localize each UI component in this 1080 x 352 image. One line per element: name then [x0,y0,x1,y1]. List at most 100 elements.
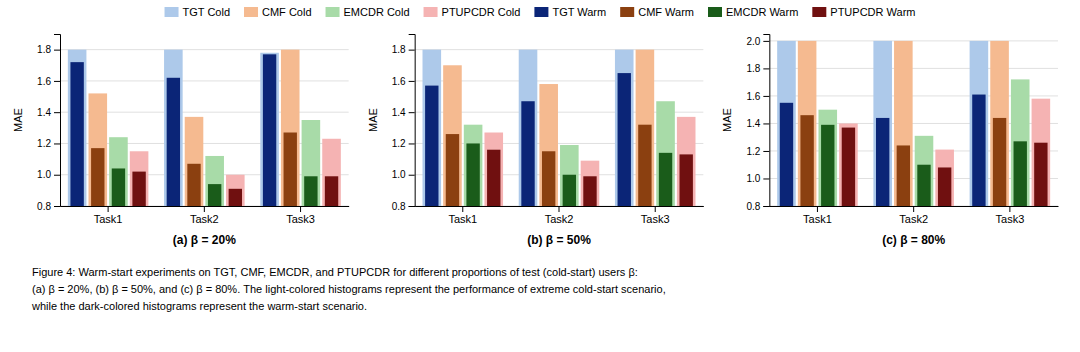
tick-mark [913,206,914,212]
bar: CMF Cold, Task2 [894,41,913,206]
bar: TGT Warm, Task3 [618,73,631,206]
y-axis: 0.81.01.21.41.61.82.0 [746,35,769,212]
bar: PTUPCDR Cold, Task3 [677,117,696,206]
y-tick: 0.8 [37,201,60,212]
y-tick: 1.2 [746,146,769,157]
bar: EMCDR Cold, Task2 [205,156,224,206]
grid-line [415,49,704,50]
tick-mark [409,206,415,207]
bar: EMCDR Cold, Task3 [1011,79,1030,206]
bar: PTUPCDR Cold, Task2 [226,175,245,206]
bar: TGT Warm, Task2 [521,101,534,206]
bar: TGT Warm, Task1 [425,86,438,206]
bar: TGT Warm, Task3 [263,54,276,206]
axis-line [54,35,61,207]
panel-title: (a) β = 20% [173,233,236,247]
tick-label: 1.2 [37,138,51,149]
bar: CMF Warm, Task3 [993,118,1006,206]
bar: PTUPCDR Cold, Task2 [935,150,954,206]
bar: TGT Cold, Task2 [164,50,183,206]
bar: TGT Cold, Task3 [260,53,279,206]
bar: PTUPCDR Cold, Task3 [322,139,341,206]
tick-mark [54,175,60,176]
bar: CMF Cold, Task1 [443,65,462,206]
panel: TGT Cold, Task1TGT Cold, Task2TGT Cold, … [12,35,349,248]
tick-mark [54,206,60,207]
grid [60,50,349,206]
caption: (a) β = 20%, (b) β = 50%, and (c) β = 80… [32,283,666,295]
bar: TGT Cold, Task2 [519,50,538,206]
bar: CMF Warm, Task2 [542,151,555,206]
tick-label: Task1 [448,213,477,225]
bar: EMCDR Warm, Task2 [208,184,221,206]
bar: TGT Cold, Task3 [970,41,989,206]
bar: CMF Cold, Task2 [185,117,204,206]
panel: TGT Cold, Task1TGT Cold, Task2TGT Cold, … [367,35,704,248]
tick-label: 1.0 [37,169,51,180]
tick-mark [204,206,205,212]
tick-mark [763,96,769,97]
y-tick: 1.2 [392,138,415,149]
grid [769,41,1058,206]
bar: EMCDR Cold, Task3 [656,101,675,206]
legend-swatch [165,7,179,17]
bar: EMCDR Warm, Task3 [304,176,317,206]
tick-label: 1.6 [392,76,406,87]
y-tick: 1.6 [746,91,769,102]
x-tick: Task1 [803,206,832,225]
bar: PTUPCDR Cold, Task3 [1032,99,1051,206]
y-tick: 1.0 [37,169,60,180]
bar: CMF Cold, Task3 [281,50,300,206]
tick-mark [54,143,60,144]
tick-label: 1.4 [392,107,406,118]
bar: TGT Cold, Task1 [423,50,442,206]
bars: TGT Cold, Task1TGT Cold, Task2TGT Cold, … [777,41,1050,206]
bar: EMCDR Cold, Task1 [818,110,837,206]
bar: CMF Warm, Task2 [187,164,200,206]
bar: EMCDR Cold, Task3 [302,120,321,206]
y-tick: 2.0 [746,36,769,47]
grid [415,50,704,206]
legend-item: PTUPCDR Warm [812,6,915,18]
tick-mark [54,50,60,51]
y-axis: 0.81.01.21.41.61.8 [392,35,415,212]
legend-item: PTUPCDR Cold [424,6,521,18]
bar: EMCDR Warm, Task2 [917,165,930,206]
legend: TGT Cold CMF Cold EMCDR Cold PTUPCDR Cold TG… [165,6,916,18]
tick-mark [763,178,769,179]
legend-label: TGT Warm [552,6,606,18]
tick-mark [54,81,60,82]
legend-swatch [534,7,548,17]
legend-item: EMCDR Warm [708,6,798,18]
bar: TGT Warm, Task1 [70,62,83,206]
panel-title: (c) β = 80% [882,233,945,247]
legend-item: CMF Warm [620,6,694,18]
x-tick: Task1 [94,206,123,225]
tick-label: Task3 [641,213,670,225]
y-tick: 1.4 [392,107,415,118]
bar: EMCDR Warm, Task3 [1014,141,1027,206]
tick-mark [409,81,415,82]
legend-label: EMCDR Warm [726,6,798,18]
bar: CMF Cold, Task3 [990,41,1009,206]
legend-label: TGT Cold [183,6,230,18]
caption: Figure 4: Warm-start experiments on TGT,… [32,266,638,278]
legend-swatch [244,7,258,17]
legend-item: CMF Cold [244,6,312,18]
y-tick: 1.0 [746,173,769,184]
bar: CMF Cold, Task2 [539,84,558,206]
bar: EMCDR Warm, Task2 [563,175,576,206]
tick-label: 0.8 [37,201,51,212]
x-tick: Task1 [448,206,477,225]
legend-item: EMCDR Cold [326,6,410,18]
y-tick: 1.2 [37,138,60,149]
tick-label: Task3 [286,213,315,225]
axis-line [415,206,704,207]
legend-item: TGT Warm [534,6,606,18]
bar: CMF Cold, Task3 [636,50,655,206]
bar: EMCDR Warm, Task1 [112,168,125,206]
bar: TGT Cold, Task1 [777,41,796,206]
tick-label: 1.8 [746,63,760,74]
bar: EMCDR Cold, Task2 [915,136,934,206]
bar: EMCDR Cold, Task2 [560,145,579,206]
